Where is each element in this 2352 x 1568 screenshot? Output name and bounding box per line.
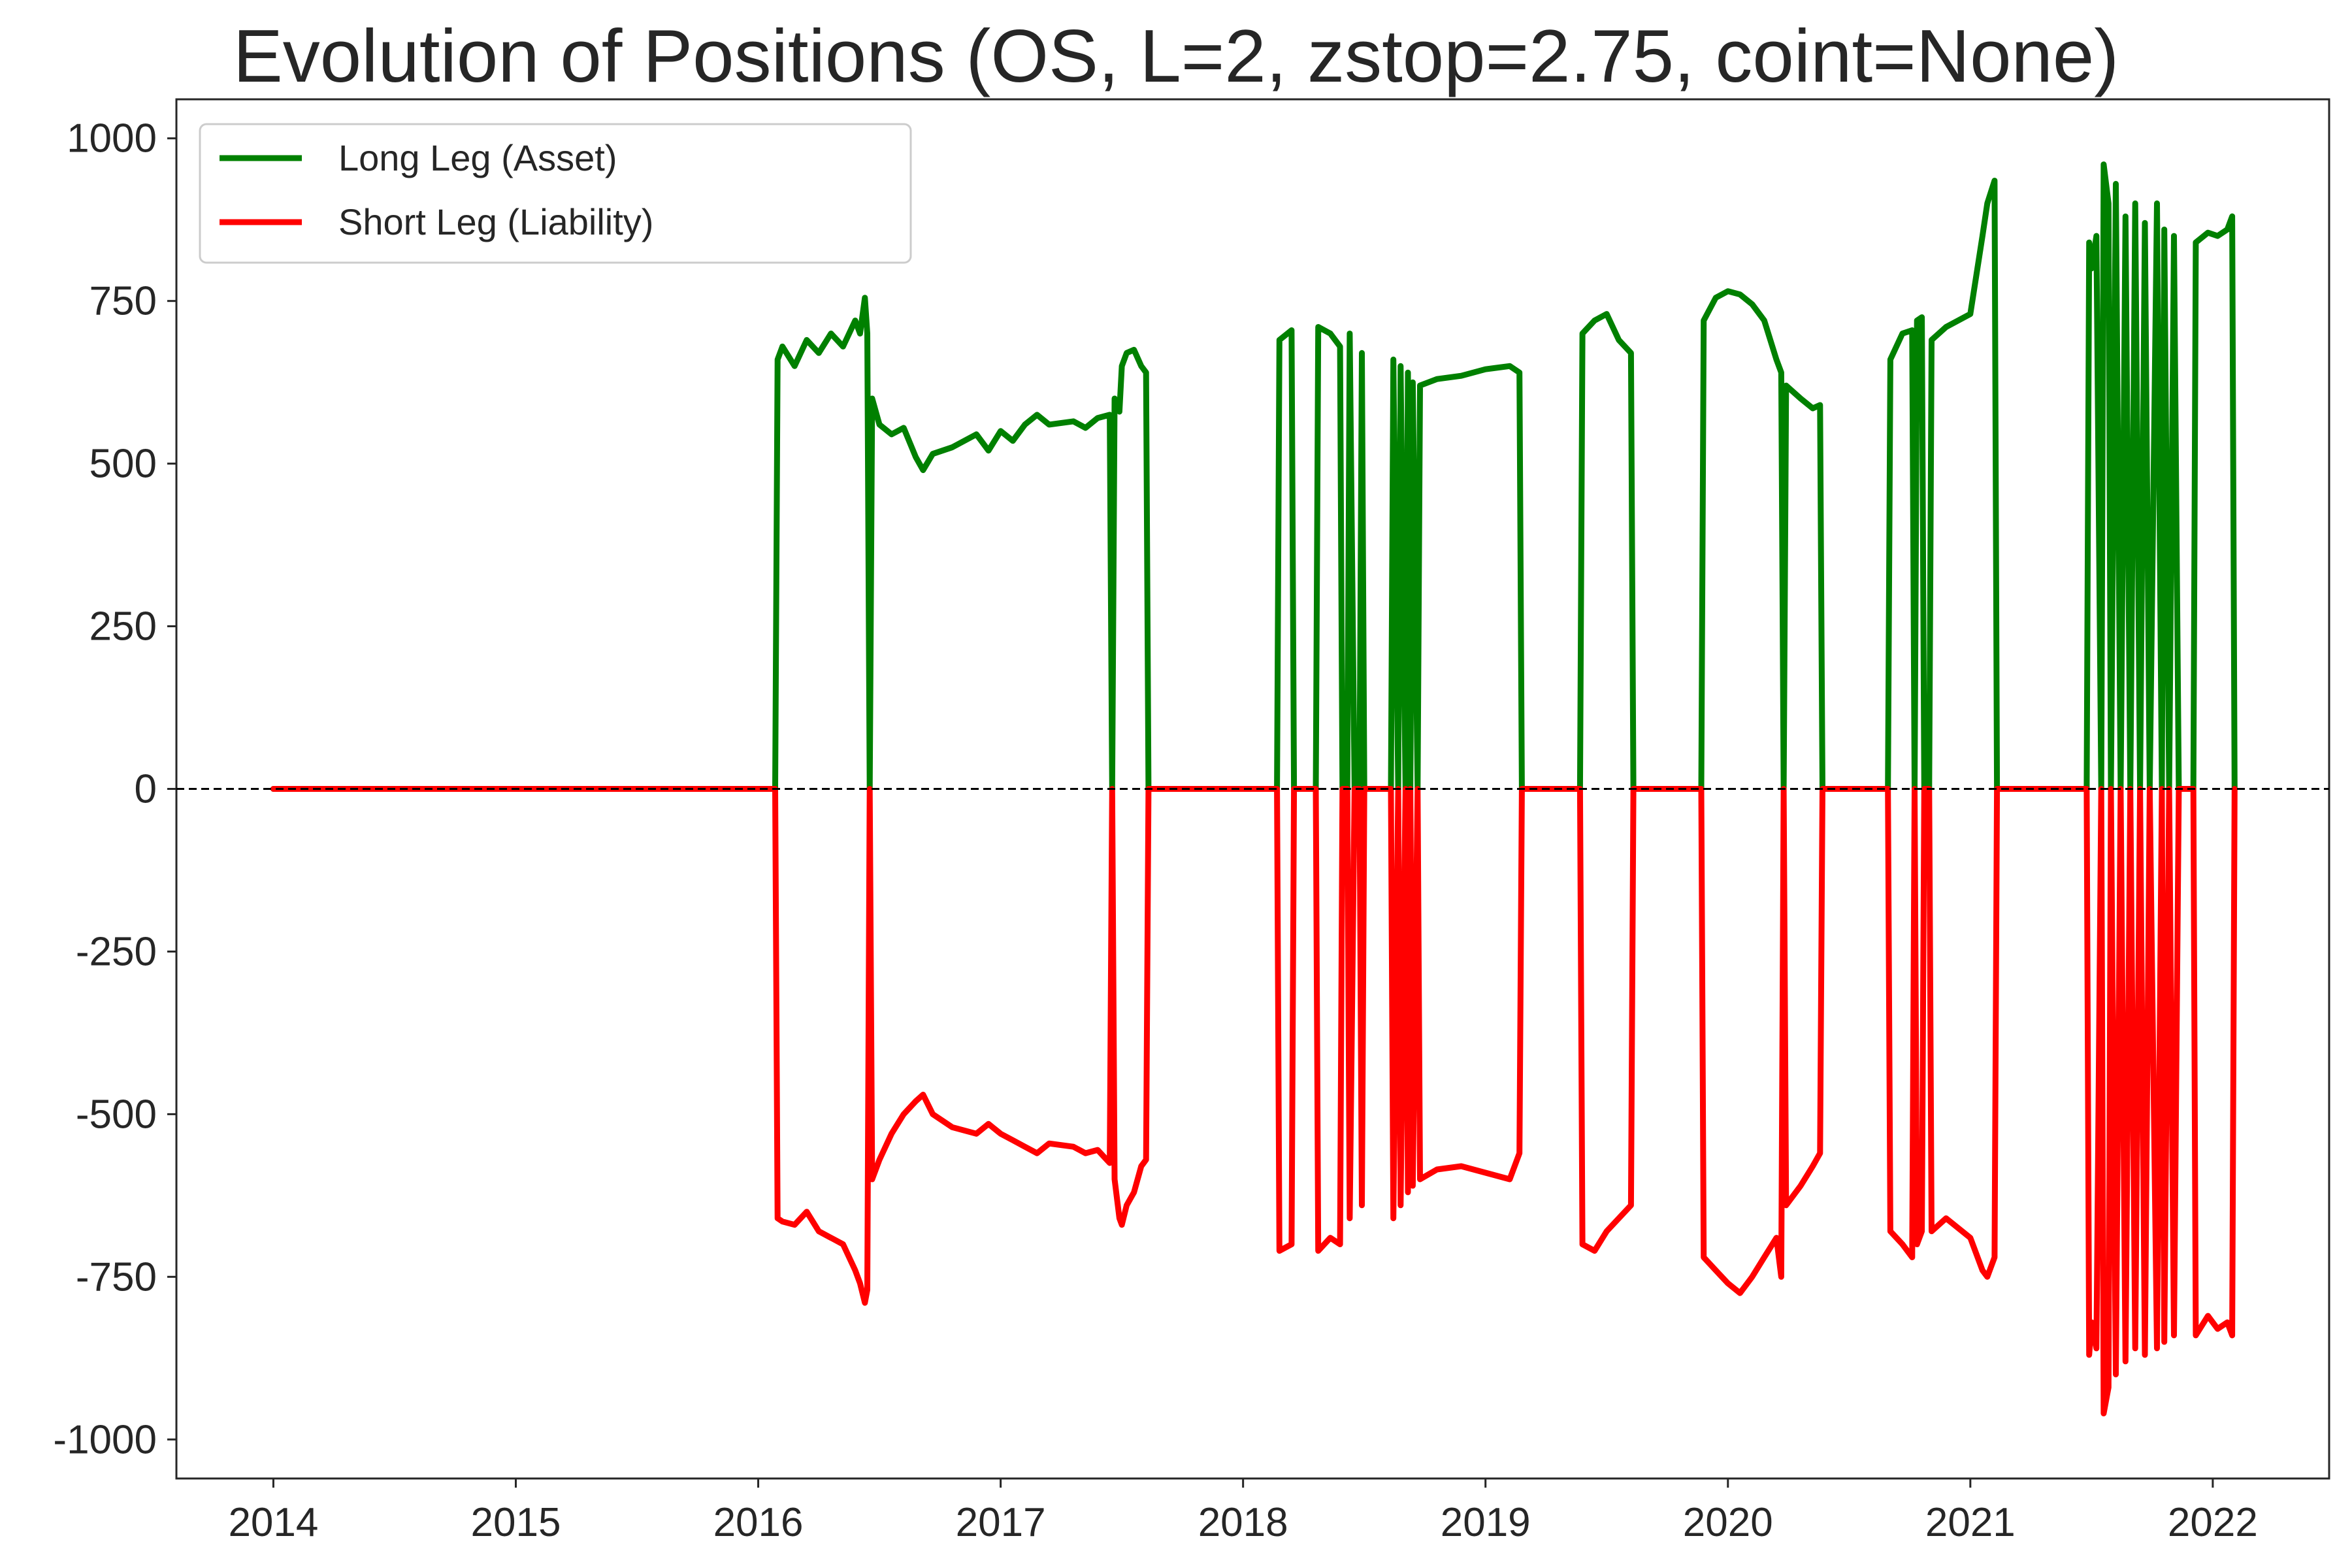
x-tick-label: 2018 <box>1198 1500 1288 1545</box>
y-axis: 1000 750 500 250 0 -250 -500 -750 -1000 <box>53 116 176 1462</box>
x-tick-label: 2021 <box>1925 1500 2016 1545</box>
y-tick-label: -250 <box>76 929 157 974</box>
x-tick-label: 2017 <box>956 1500 1046 1545</box>
plot-area <box>175 98 2330 1480</box>
y-tick-label: -500 <box>76 1092 157 1137</box>
x-tick-label: 2015 <box>471 1500 561 1545</box>
legend: Long Leg (Asset) Short Leg (Liability) <box>199 123 912 264</box>
y-tick-label: 0 <box>135 767 157 812</box>
series-line-long-leg <box>270 161 2238 792</box>
x-axis: 2014 2015 2016 2017 2018 2019 2020 2021 2022 <box>228 1478 2258 1545</box>
x-tick-label: 2020 <box>1683 1500 1773 1545</box>
legend-label: Short Leg (Liability) <box>338 201 653 242</box>
legend-box <box>199 123 912 264</box>
y-tick-label: -1000 <box>53 1417 157 1462</box>
x-tick-label: 2019 <box>1441 1500 1531 1545</box>
chart-title: Evolution of Positions (OS, L=2, zstop=2… <box>233 15 2119 98</box>
x-tick-label: 2016 <box>713 1500 804 1545</box>
y-tick-label: 750 <box>90 279 157 324</box>
y-tick-label: -750 <box>76 1254 157 1299</box>
y-tick-label: 250 <box>90 604 157 649</box>
x-tick-label: 2014 <box>228 1500 318 1545</box>
x-tick-label: 2022 <box>2168 1500 2258 1545</box>
legend-label: Long Leg (Asset) <box>338 137 617 178</box>
y-tick-label: 500 <box>90 442 157 487</box>
series-line-short-leg <box>270 786 2238 1416</box>
y-tick-label: 1000 <box>67 116 157 161</box>
